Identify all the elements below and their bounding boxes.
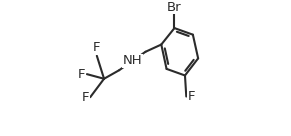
Text: Br: Br: [167, 1, 182, 14]
Text: NH: NH: [123, 55, 142, 67]
Text: F: F: [81, 91, 89, 104]
Text: F: F: [188, 90, 195, 103]
Text: F: F: [78, 68, 86, 81]
Text: F: F: [93, 41, 101, 54]
